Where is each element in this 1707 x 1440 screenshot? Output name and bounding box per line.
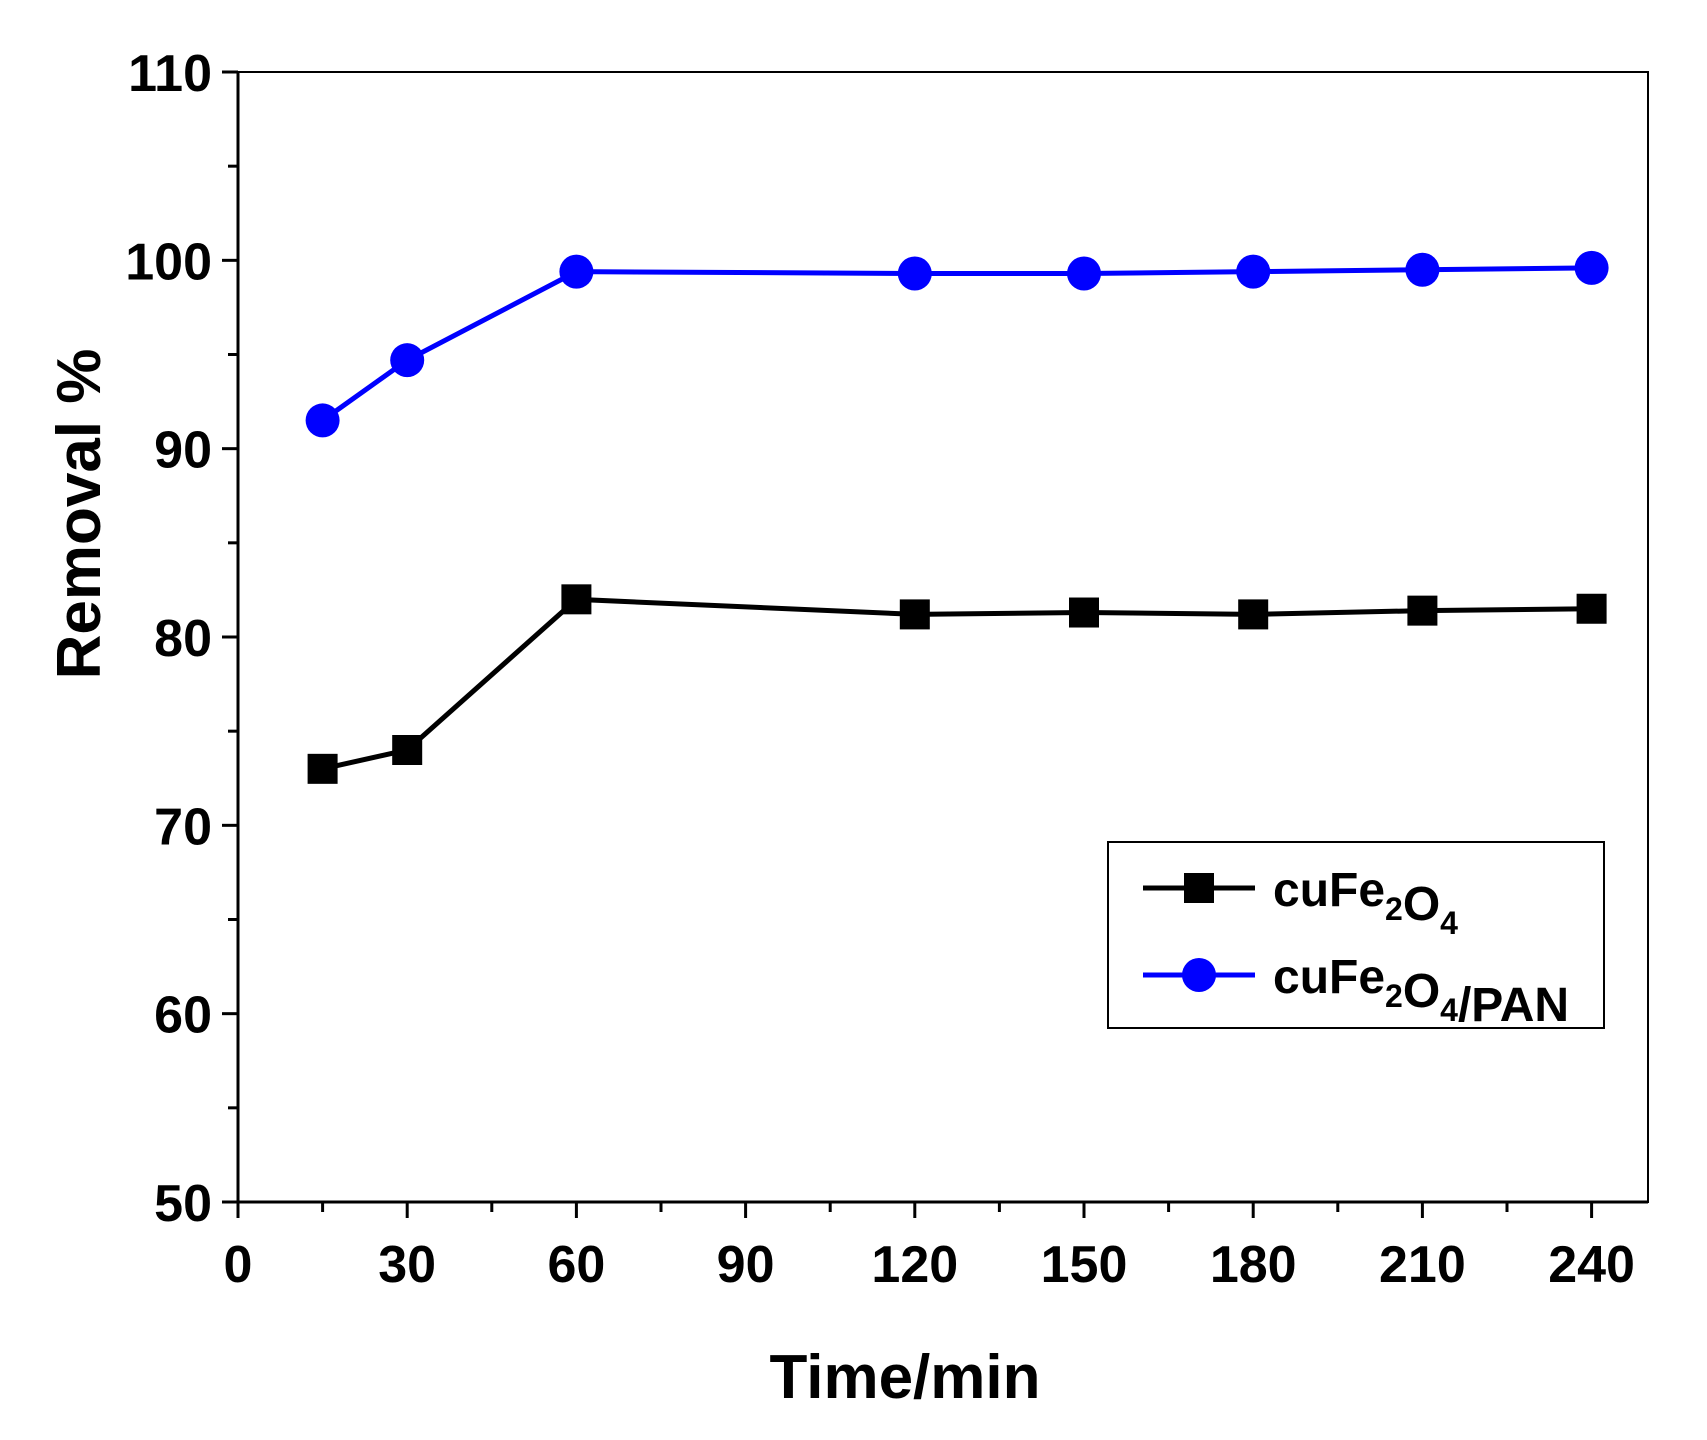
cufe2o4-pan-data-point — [1405, 252, 1440, 287]
x-tick-label: 240 — [1548, 1236, 1635, 1294]
cufe2o4-pan-data-point — [1067, 256, 1101, 291]
y-tick-label: 60 — [154, 987, 212, 1045]
x-tick-label: 180 — [1210, 1236, 1297, 1294]
legend-text-part: O — [1403, 965, 1440, 1018]
cufe2o4-pan-data-point — [390, 343, 425, 378]
legend-marker-cufe2o4 — [1184, 873, 1214, 903]
cufe2o4-pan-data-point — [1236, 254, 1271, 289]
legend-label-cufe2o4-pan: cuFe2O4/PAN — [1273, 951, 1569, 1032]
cufe2o4-data-point — [1238, 599, 1269, 630]
y-axis-label: Removal % — [45, 349, 114, 680]
legend-text-part: cuFe — [1273, 951, 1385, 1004]
legend-label-cufe2o4: cuFe2O4 — [1273, 864, 1458, 941]
x-axis-label: Time/min — [769, 1343, 1040, 1412]
y-tick-label: 50 — [154, 1175, 212, 1233]
legend-marker-cufe2o4-pan — [1182, 958, 1216, 992]
cufe2o4-data-point — [899, 599, 930, 630]
cufe2o4-data-point — [1407, 595, 1438, 626]
cufe2o4-series-line — [322, 596, 1592, 772]
cufe2o4-data-point — [1069, 597, 1099, 628]
y-axis: 50 60 70 80 90 100 110 — [125, 45, 238, 1233]
x-tick-label: 90 — [717, 1236, 775, 1294]
cufe2o4-pan-data-point — [559, 254, 594, 289]
x-tick-label: 120 — [871, 1236, 958, 1294]
cufe2o4-pan-data-point — [897, 256, 932, 291]
cufe2o4-pan-series-line — [321, 265, 1592, 423]
x-axis: 0 30 60 90 120 150 180 210 240 — [224, 1202, 1635, 1294]
x-tick-label: 210 — [1379, 1236, 1466, 1294]
legend-text-part: /PAN — [1458, 979, 1569, 1032]
cufe2o4-pan-data-point — [1574, 250, 1609, 285]
y-tick-label: 70 — [154, 798, 212, 856]
cufe2o4-data-point — [392, 735, 423, 765]
y-tick-label: 100 — [125, 233, 212, 291]
legend-text-part: cuFe — [1273, 864, 1385, 917]
cufe2o4-pan-data-point — [305, 403, 340, 438]
plot-frame — [236, 71, 1649, 1204]
legend-subscript: 2 — [1385, 891, 1403, 927]
cufe2o4-data-point — [307, 753, 338, 784]
legend-subscript: 4 — [1440, 992, 1458, 1028]
cufe2o4-data-point — [1576, 593, 1607, 624]
cufe2o4-data-point — [561, 584, 592, 615]
x-tick-label: 60 — [547, 1236, 605, 1294]
legend-text-part: O — [1403, 878, 1440, 931]
series-layer — [305, 250, 1609, 784]
legend-subscript: 2 — [1385, 978, 1403, 1014]
x-tick-label: 0 — [224, 1236, 253, 1294]
y-tick-label: 80 — [154, 610, 212, 668]
y-tick-label: 110 — [128, 45, 212, 103]
x-tick-label: 150 — [1041, 1236, 1128, 1294]
y-tick-label: 90 — [154, 422, 212, 480]
x-tick-label: 30 — [378, 1236, 436, 1294]
plot-border — [237, 71, 1649, 1203]
legend-subscript: 4 — [1440, 905, 1458, 941]
